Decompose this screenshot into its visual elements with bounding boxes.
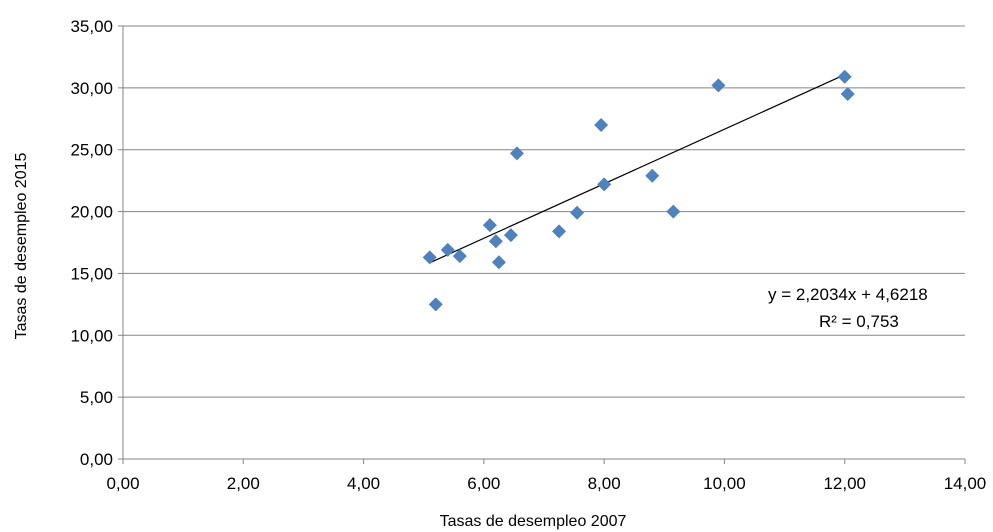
x-axis-title: Tasas de desempleo 2007 xyxy=(440,513,627,530)
y-tick-label: 25,00 xyxy=(70,141,113,160)
x-tick-label: 12,00 xyxy=(823,474,866,493)
data-point xyxy=(428,297,443,312)
data-point xyxy=(488,234,503,249)
y-tick-label: 20,00 xyxy=(70,203,113,222)
trendline xyxy=(429,74,845,264)
y-axis-title: Tasas de desempleo 2015 xyxy=(13,153,30,340)
y-tick-label: 10,00 xyxy=(70,326,113,345)
y-tick-label: 35,00 xyxy=(70,17,113,36)
data-point xyxy=(645,168,660,183)
data-point xyxy=(440,242,455,257)
y-tick-label: 30,00 xyxy=(70,79,113,98)
x-tick-label: 8,00 xyxy=(588,474,621,493)
axes xyxy=(118,25,966,464)
data-point xyxy=(570,205,585,220)
r-squared-label: R² = 0,753 xyxy=(819,312,899,331)
data-points xyxy=(422,69,855,312)
tick-labels: 0,00 5,00 10,00 15,00 20,00 25,00 30,00 35,00 0,… xyxy=(70,17,986,493)
trendline-equation: y = 2,2034x + 4,6218 xyxy=(768,285,928,304)
data-point xyxy=(594,117,609,132)
x-tick-label: 10,00 xyxy=(703,474,746,493)
y-tick-label: 0,00 xyxy=(80,450,113,469)
data-point xyxy=(666,204,681,219)
y-tick-label: 15,00 xyxy=(70,264,113,283)
x-tick-label: 6,00 xyxy=(467,474,500,493)
data-point xyxy=(837,69,852,84)
x-tick-label: 4,00 xyxy=(347,474,380,493)
data-point xyxy=(597,177,612,192)
x-tick-label: 14,00 xyxy=(944,474,987,493)
trendline-layer xyxy=(429,74,845,264)
data-point xyxy=(552,224,567,239)
data-point xyxy=(503,228,518,243)
x-tick-label: 0,00 xyxy=(106,474,139,493)
data-point xyxy=(452,249,467,264)
x-tick-label: 2,00 xyxy=(227,474,260,493)
data-point xyxy=(482,218,497,233)
data-point xyxy=(422,250,437,265)
gridlines xyxy=(123,25,965,398)
data-point xyxy=(491,255,506,270)
data-point xyxy=(711,78,726,93)
data-point xyxy=(509,146,524,161)
data-point xyxy=(840,87,855,102)
y-tick-label: 5,00 xyxy=(80,388,113,407)
